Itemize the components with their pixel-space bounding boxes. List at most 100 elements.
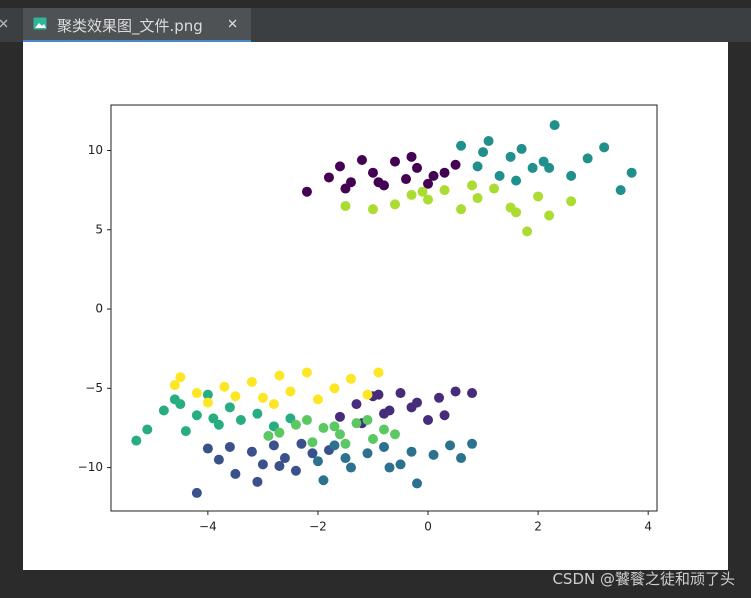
point bbox=[274, 370, 285, 381]
point bbox=[544, 210, 555, 221]
point bbox=[516, 143, 527, 154]
point bbox=[511, 175, 522, 186]
point bbox=[367, 167, 378, 178]
point bbox=[191, 388, 202, 399]
y-tick-label: −10 bbox=[78, 460, 103, 474]
point bbox=[340, 200, 351, 211]
point bbox=[219, 381, 230, 392]
point bbox=[428, 170, 439, 181]
point bbox=[401, 174, 412, 185]
point bbox=[582, 153, 593, 164]
point bbox=[263, 430, 274, 441]
y-tick-label: 10 bbox=[88, 143, 103, 157]
point bbox=[467, 438, 478, 449]
image-icon bbox=[33, 17, 47, 30]
point bbox=[312, 394, 323, 405]
point bbox=[252, 408, 263, 419]
point bbox=[423, 194, 434, 205]
point bbox=[345, 373, 356, 384]
point bbox=[318, 422, 329, 433]
point bbox=[549, 120, 560, 131]
point bbox=[290, 419, 301, 430]
point bbox=[439, 410, 450, 421]
point bbox=[489, 183, 500, 194]
point bbox=[456, 140, 467, 151]
point bbox=[340, 438, 351, 449]
point bbox=[131, 435, 142, 446]
point bbox=[445, 440, 456, 451]
point bbox=[142, 424, 153, 435]
point bbox=[384, 462, 395, 473]
x-tick-label: −4 bbox=[199, 520, 217, 534]
point bbox=[169, 380, 180, 391]
image-view: −4 −2 0 2 4 −10 −5 0 5 10 bbox=[23, 42, 728, 570]
point bbox=[230, 468, 241, 479]
point bbox=[329, 421, 340, 432]
point bbox=[483, 135, 494, 146]
point bbox=[434, 392, 445, 403]
watermark: CSDN @饕餮之徒和顽了头 bbox=[552, 570, 735, 588]
point bbox=[318, 475, 329, 486]
point bbox=[395, 459, 406, 470]
point bbox=[279, 453, 290, 464]
x-tick-label: 4 bbox=[644, 520, 652, 534]
x-tick-label: 2 bbox=[534, 520, 542, 534]
point bbox=[180, 426, 191, 437]
point bbox=[615, 185, 626, 196]
point bbox=[406, 446, 417, 457]
point bbox=[599, 142, 610, 153]
point bbox=[323, 172, 334, 183]
point bbox=[224, 402, 235, 413]
point bbox=[373, 367, 384, 378]
point bbox=[367, 204, 378, 215]
point bbox=[175, 372, 186, 383]
tab-bar: 聚类效果图_文件.png bbox=[0, 8, 751, 42]
point bbox=[301, 415, 312, 426]
tab-title: 聚类效果图_文件.png bbox=[57, 17, 203, 35]
point bbox=[246, 446, 257, 457]
point bbox=[450, 386, 461, 397]
x-tick-label: −2 bbox=[309, 520, 327, 534]
point bbox=[511, 207, 522, 218]
y-tick-label: 5 bbox=[95, 222, 103, 236]
point bbox=[439, 167, 450, 178]
point bbox=[202, 389, 213, 400]
point bbox=[412, 478, 423, 489]
point bbox=[417, 186, 428, 197]
point bbox=[301, 186, 312, 197]
point bbox=[472, 193, 483, 204]
close-icon[interactable] bbox=[0, 18, 10, 30]
point bbox=[175, 399, 186, 410]
point bbox=[290, 465, 301, 476]
point bbox=[312, 456, 323, 467]
point bbox=[301, 367, 312, 378]
point bbox=[274, 460, 285, 471]
point bbox=[423, 415, 434, 426]
point bbox=[329, 440, 340, 451]
point bbox=[307, 448, 318, 459]
point bbox=[467, 388, 478, 399]
point bbox=[412, 162, 423, 173]
point bbox=[202, 397, 213, 408]
point bbox=[345, 462, 356, 473]
point bbox=[412, 397, 423, 408]
point bbox=[456, 204, 467, 215]
point bbox=[533, 191, 544, 202]
close-icon[interactable] bbox=[229, 18, 239, 30]
point bbox=[202, 443, 213, 454]
point bbox=[390, 429, 401, 440]
point bbox=[356, 155, 367, 166]
point bbox=[373, 389, 384, 400]
point bbox=[334, 411, 345, 422]
point bbox=[208, 413, 219, 424]
point bbox=[626, 167, 637, 178]
point bbox=[334, 161, 345, 172]
tab[interactable]: 聚类效果图_文件.png bbox=[23, 8, 251, 42]
point bbox=[467, 180, 478, 191]
point bbox=[351, 418, 362, 429]
point bbox=[379, 424, 389, 435]
point bbox=[367, 434, 378, 445]
point bbox=[340, 183, 351, 194]
point bbox=[566, 196, 577, 207]
